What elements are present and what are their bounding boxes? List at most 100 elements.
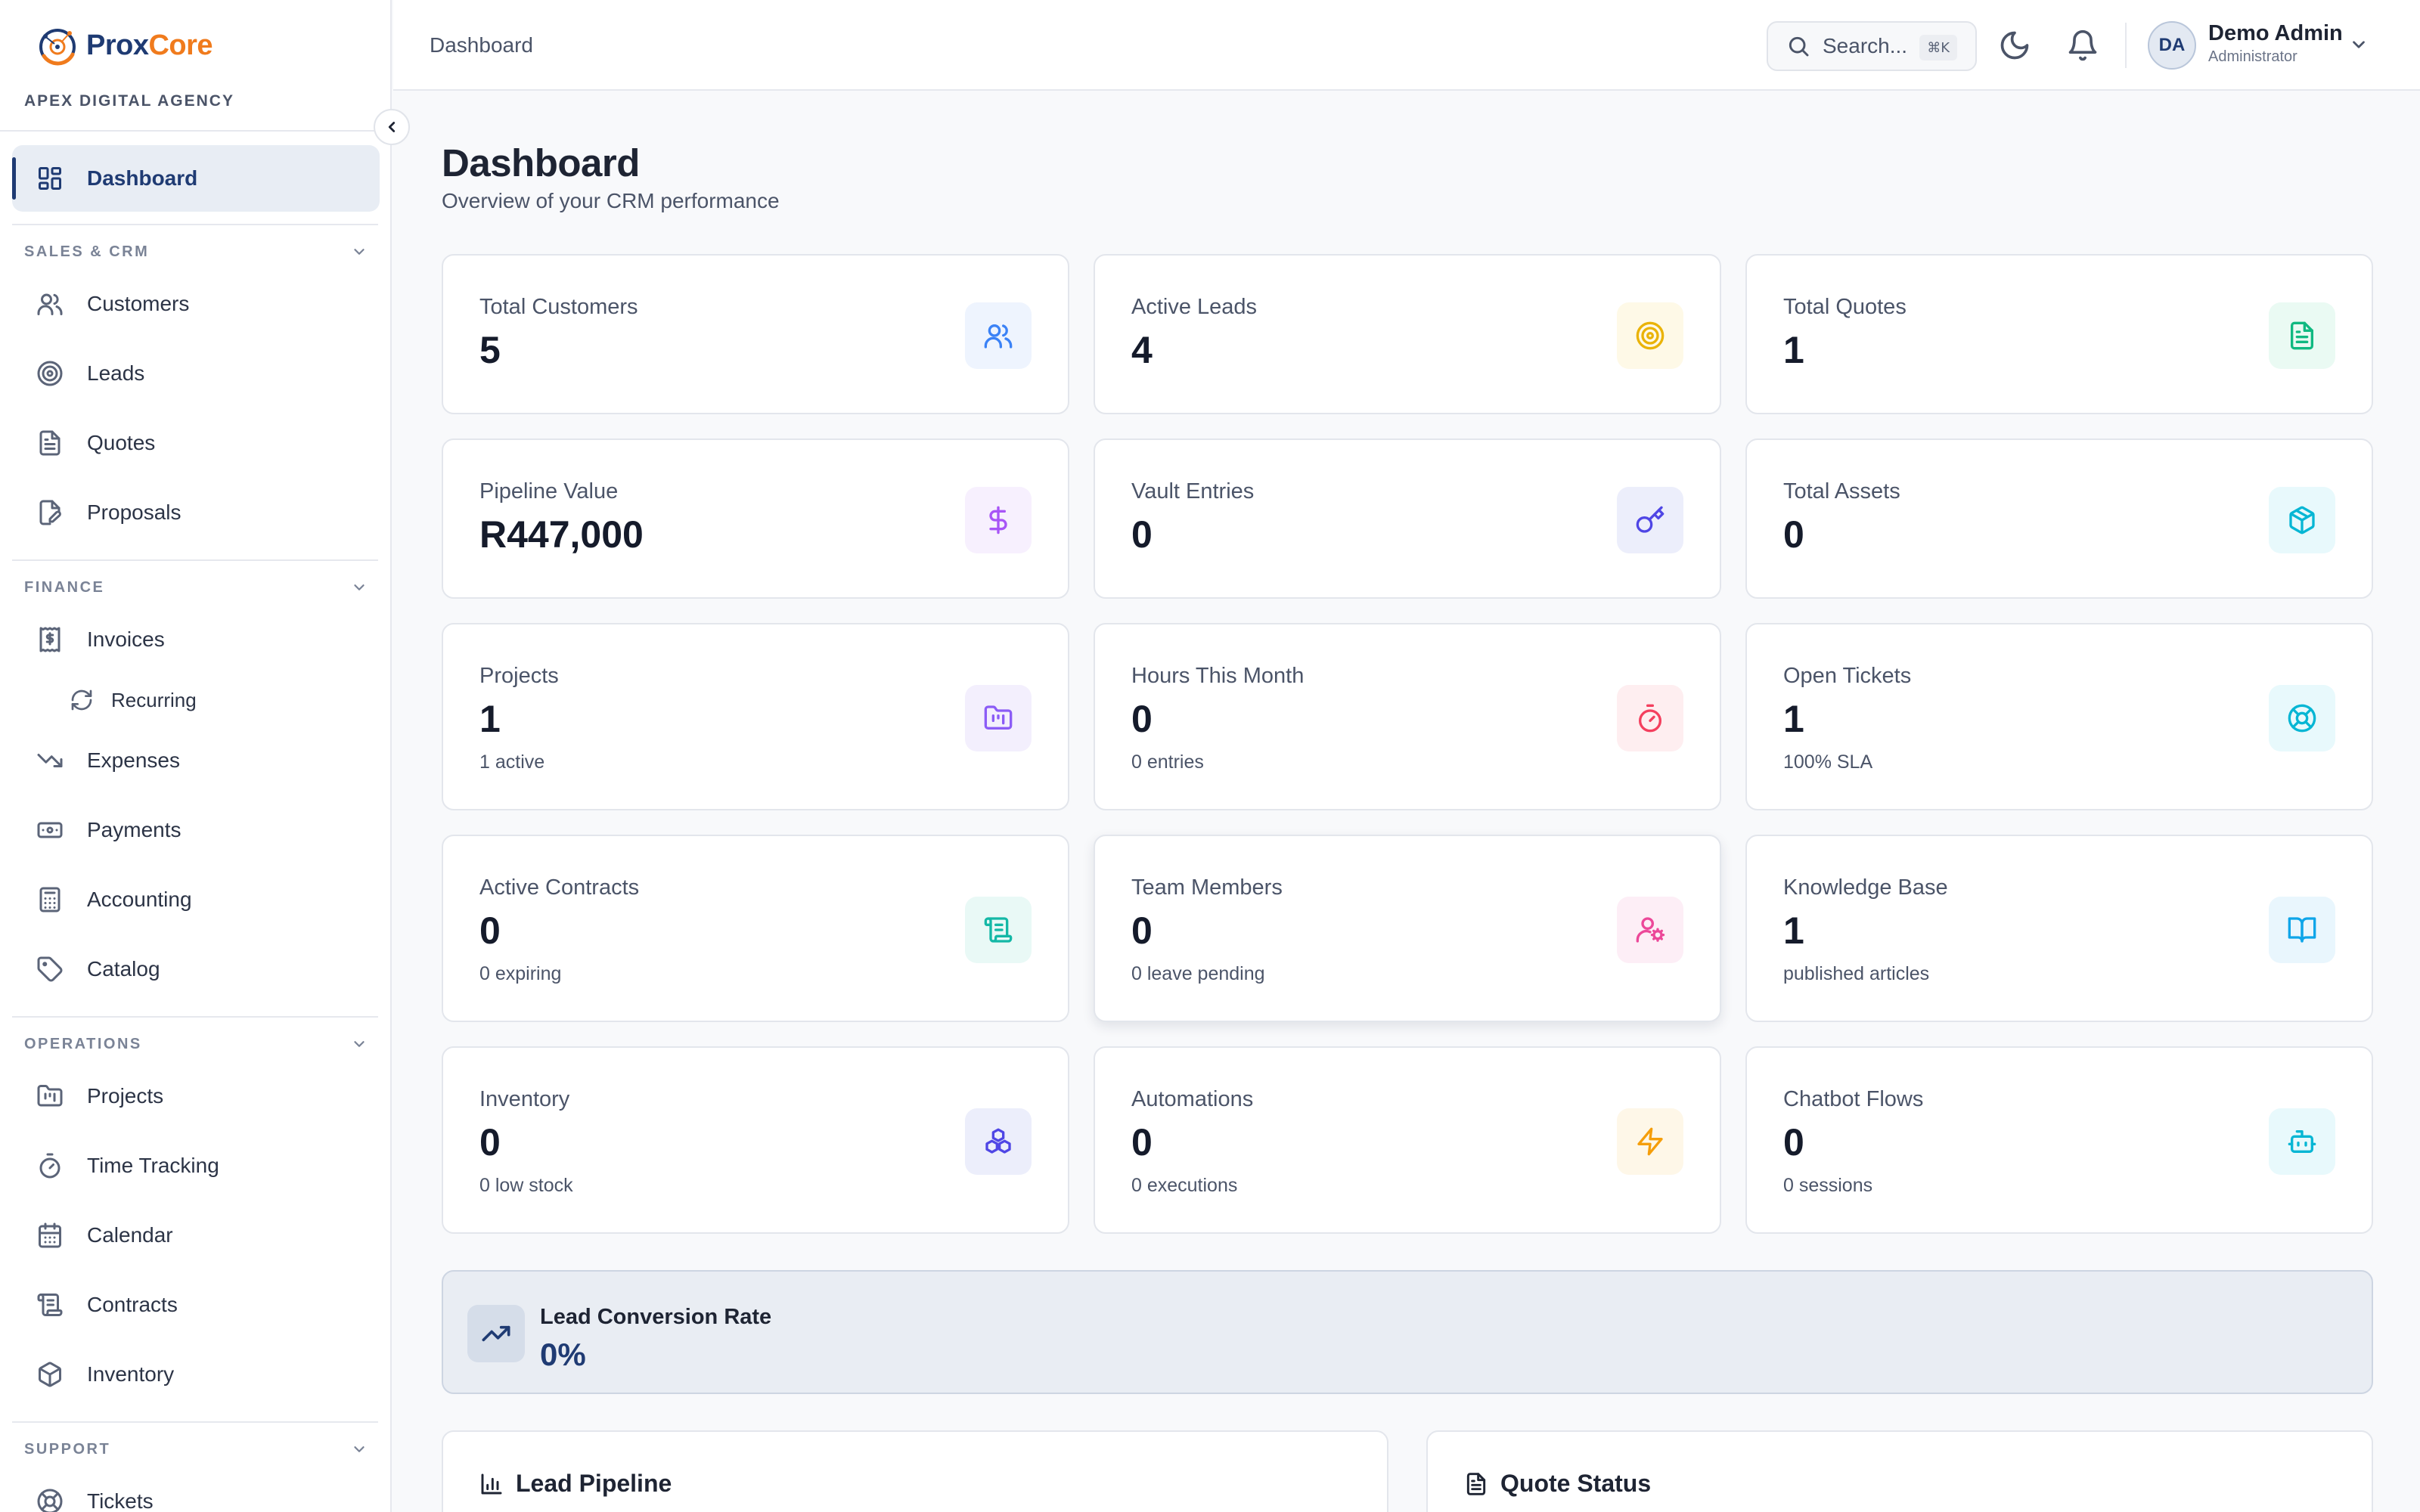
stat-card-open-tickets[interactable]: Open Tickets 1 100% SLA [1745, 623, 2373, 810]
sidebar-item-inventory[interactable]: Inventory [12, 1341, 380, 1408]
lead-pipeline-panel: Lead Pipeline [442, 1430, 1388, 1512]
sidebar-item-proposals[interactable]: Proposals [12, 479, 380, 546]
sidebar-item-quotes[interactable]: Quotes [12, 410, 380, 476]
stat-subtext: 0 low stock [479, 1175, 573, 1196]
refresh-icon [71, 689, 92, 711]
brand-name-part1: Prox [86, 29, 149, 61]
avatar[interactable]: DA [2148, 21, 2196, 70]
moon-icon[interactable] [1998, 29, 2031, 62]
stat-card-vault-entries[interactable]: Vault Entries 0 [1094, 438, 1721, 599]
stat-card-automations[interactable]: Automations 0 0 executions [1094, 1046, 1721, 1234]
search-input[interactable]: Search... ⌘K [1767, 21, 1977, 71]
stat-card-total-customers[interactable]: Total Customers 5 [442, 254, 1069, 414]
sidebar-item-contracts[interactable]: Contracts [12, 1272, 380, 1338]
sidebar-collapse-button[interactable] [374, 109, 410, 145]
stat-value: 0 [1131, 513, 1153, 556]
stat-card-chatbot-flows[interactable]: Chatbot Flows 0 0 sessions [1745, 1046, 2373, 1234]
scroll-icon [984, 917, 1013, 943]
box-icon [39, 1362, 61, 1387]
stat-card-pipeline-value[interactable]: Pipeline Value R447,000 [442, 438, 1069, 599]
stat-card-hours-this-month[interactable]: Hours This Month 0 0 entries [1094, 623, 1721, 810]
stat-card-inventory[interactable]: Inventory 0 0 low stock [442, 1046, 1069, 1234]
conversion-value: 0% [540, 1337, 586, 1372]
stat-card-total-quotes[interactable]: Total Quotes 1 [1745, 254, 2373, 414]
stat-title: Automations [1131, 1087, 1254, 1111]
chevron-down-icon[interactable] [2349, 35, 2369, 54]
topbar-separator [2125, 23, 2127, 68]
sidebar-item-label: Proposals [87, 500, 182, 524]
lead-conversion-banner[interactable]: Lead Conversion Rate 0% [442, 1270, 2373, 1394]
folder-kanban-icon [984, 705, 1013, 730]
boxes-icon [985, 1128, 1011, 1154]
stat-icon-box [2269, 487, 2335, 553]
user-name[interactable]: Demo Admin [2208, 21, 2343, 45]
stat-card-knowledge-base[interactable]: Knowledge Base 1 published articles [1745, 835, 2373, 1022]
quote-status-panel: Quote Status [1426, 1430, 2373, 1512]
panel-title: Quote Status [1500, 1470, 1652, 1497]
target-icon [1636, 321, 1665, 350]
sidebar-item-calendar[interactable]: Calendar [12, 1202, 380, 1269]
trending-up-icon [482, 1325, 510, 1342]
sidebar-item-catalog[interactable]: Catalog [12, 936, 380, 1002]
stat-icon-box [965, 1108, 1032, 1175]
panel-title: Lead Pipeline [516, 1470, 672, 1497]
sidebar-item-tickets[interactable]: Tickets [12, 1468, 380, 1512]
sidebar-item-dashboard[interactable]: Dashboard [12, 145, 380, 212]
sidebar-item-accounting[interactable]: Accounting [12, 866, 380, 933]
panel-header: Quote Status [1464, 1470, 1651, 1498]
calculator-icon [39, 887, 60, 912]
calendar-icon [39, 1222, 61, 1248]
tag-icon [37, 956, 63, 982]
life-buoy-icon [37, 1489, 63, 1512]
stat-icon-box [1617, 302, 1683, 369]
sidebar-item-label: Calendar [87, 1223, 173, 1247]
chevron-left-icon [388, 122, 396, 132]
stat-title: Total Customers [479, 295, 638, 319]
sidebar-item-expenses[interactable]: Expenses [12, 727, 380, 794]
sidebar-item-time-tracking[interactable]: Time Tracking [12, 1132, 380, 1199]
sidebar-item-invoices[interactable]: Invoices [12, 606, 380, 673]
stat-subtext: 0 expiring [479, 963, 562, 984]
stat-value: 0 [1131, 1121, 1153, 1163]
users-icon [984, 324, 1013, 349]
section-operations[interactable]: OPERATIONS [24, 1033, 368, 1055]
file-text-icon [39, 430, 60, 456]
sidebar-item-label: Quotes [87, 431, 156, 454]
user-cog-icon [1636, 917, 1665, 943]
life-buoy-icon [2288, 704, 2316, 733]
sidebar-item-label: Projects [87, 1084, 164, 1108]
stat-card-active-contracts[interactable]: Active Contracts 0 0 expiring [442, 835, 1069, 1022]
sidebar-item-leads[interactable]: Leads [12, 340, 380, 407]
sidebar-divider [12, 1016, 378, 1018]
sidebar-item-customers[interactable]: Customers [12, 271, 380, 337]
book-open-icon [2288, 917, 2316, 943]
panel-header: Lead Pipeline [479, 1470, 672, 1498]
stat-card-team-members[interactable]: Team Members 0 0 leave pending [1094, 835, 1721, 1022]
stat-subtext: 100% SLA [1783, 751, 1873, 773]
user-role: Administrator [2208, 48, 2297, 65]
stat-card-projects[interactable]: Projects 1 1 active [442, 623, 1069, 810]
section-finance[interactable]: FINANCE [24, 576, 368, 599]
stat-icon-box [2269, 897, 2335, 963]
sidebar-item-recurring[interactable]: Recurring [12, 667, 380, 733]
stat-card-total-assets[interactable]: Total Assets 0 [1745, 438, 2373, 599]
sidebar-item-label: Time Tracking [87, 1154, 219, 1177]
banknote-icon [37, 822, 63, 838]
bell-icon[interactable] [2066, 29, 2099, 62]
stat-title: Chatbot Flows [1783, 1087, 1924, 1111]
stat-card-active-leads[interactable]: Active Leads 4 [1094, 254, 1721, 414]
page-title: Dashboard [442, 141, 640, 184]
stat-icon-box [1617, 487, 1683, 553]
section-support[interactable]: SUPPORT [24, 1438, 368, 1461]
brand[interactable]: ProxCore [35, 21, 213, 70]
brand-name: ProxCore [86, 29, 213, 62]
dollar-icon [989, 506, 1007, 534]
sidebar-item-label: Invoices [87, 627, 165, 651]
breadcrumb[interactable]: Dashboard [430, 33, 533, 57]
conversion-icon-box [467, 1305, 525, 1362]
sidebar-item-projects[interactable]: Projects [12, 1063, 380, 1129]
sidebar-item-label: Payments [87, 818, 182, 841]
section-sales-crm[interactable]: SALES & CRM [24, 240, 368, 263]
users-icon [37, 293, 63, 315]
sidebar-item-payments[interactable]: Payments [12, 797, 380, 863]
